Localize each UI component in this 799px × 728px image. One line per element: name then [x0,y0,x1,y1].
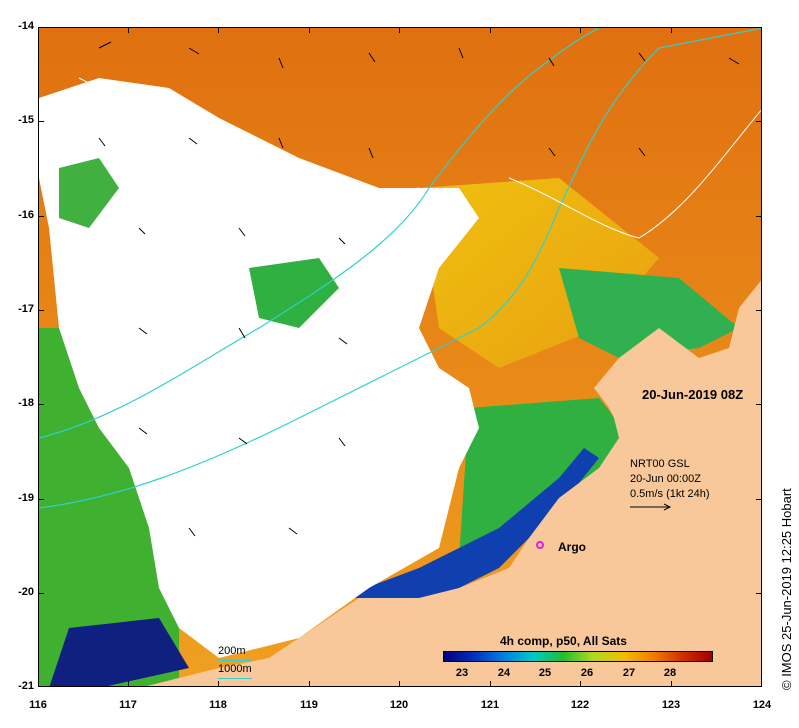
lat-tick-mark-right [756,593,762,594]
depth-legend-200: 200m [218,645,246,657]
lat-tick-mark [38,27,44,28]
australia-land [147,280,761,686]
colorbar-title: 4h comp, p50, All Sats [500,634,627,648]
colorbar-label: 28 [663,667,677,679]
green-patch-1 [249,258,339,328]
lat-tick-mark-right [756,216,762,217]
lat-label: -19 [18,492,34,504]
depth-line-1000 [218,678,252,679]
cold-southwest [49,618,189,686]
lat-label: -17 [18,303,34,315]
current-scale-arrow-icon [630,503,672,511]
lon-tick-mark [128,681,129,687]
lon-tick-mark [580,681,581,687]
lat-label: -20 [18,586,34,598]
colorbar-label: 27 [622,667,636,679]
lon-tick-mark [671,681,672,687]
colorbar-label: 23 [455,667,469,679]
current-vectors [98,41,740,537]
lat-tick-mark [38,216,44,217]
lat-label: -18 [18,397,34,409]
lon-label: 119 [300,699,318,711]
lat-tick-mark [38,499,44,500]
lat-tick-mark-right [756,404,762,405]
lon-tick-mark-top [490,27,491,33]
lon-tick-mark-top [399,27,400,33]
lat-tick-mark [38,404,44,405]
green-coastal [459,398,639,558]
lon-label: 118 [209,699,227,711]
lon-tick-mark-top [128,27,129,33]
lon-tick-mark-top [218,27,219,33]
lon-tick-mark [490,681,491,687]
depth-line-200 [218,660,252,661]
current-legend-line1: NRT00 GSL [630,458,690,470]
depth-legend: 200m 1000m [218,645,252,681]
depth-legend-1000: 1000m [218,663,252,675]
lon-label: 120 [389,699,409,711]
lon-tick-mark-top [580,27,581,33]
current-legend: NRT00 GSL 20-Jun 00:00Z 0.5m/s (1kt 24h) [630,457,709,517]
sst-contour-2 [508,109,761,239]
green-east [559,268,739,358]
colorbar-label: 25 [538,667,552,679]
green-patch-2 [59,158,119,228]
argo-label: Argo [558,540,586,554]
map-canvas [39,28,761,686]
sst-contour-1 [78,77,420,193]
cloud-mask [39,78,479,658]
cold-coastal [339,448,599,598]
colorbar-label: 26 [580,667,594,679]
map-timestamp: 20-Jun-2019 08Z [642,387,744,402]
lat-tick-mark [38,310,44,311]
lon-label: 124 [752,699,772,711]
lon-label: 123 [661,699,681,711]
isobath-200m [39,28,600,439]
lon-label: 117 [119,699,137,711]
lat-label: -14 [18,20,34,32]
imos-credit: © IMOS 25-Jun-2019 12:25 Hobart [779,488,794,690]
isobath-1000m [39,28,761,509]
lat-tick-mark [38,593,44,594]
lon-label: 122 [570,699,590,711]
colorbar-label: 24 [497,667,511,679]
lat-tick-mark [38,121,44,122]
lon-tick-mark [309,681,310,687]
lon-tick-mark [399,681,400,687]
lat-label: -15 [18,114,34,126]
lat-tick-mark-right [756,121,762,122]
sst-map [38,27,762,687]
argo-marker-icon [536,541,544,549]
lat-label: -21 [18,680,34,692]
lat-tick-mark-right [756,310,762,311]
lat-label: -16 [18,209,34,221]
current-legend-line2: 20-Jun 00:00Z [630,473,701,485]
lon-label: 116 [29,699,47,711]
sst-colorbar [443,651,713,662]
lon-tick-mark-top [671,27,672,33]
lon-tick-mark-top [309,27,310,33]
lon-label: 121 [480,699,500,711]
lat-tick-mark-right [756,499,762,500]
current-legend-line3: 0.5m/s (1kt 24h) [630,488,710,500]
lon-tick-mark [218,681,219,687]
